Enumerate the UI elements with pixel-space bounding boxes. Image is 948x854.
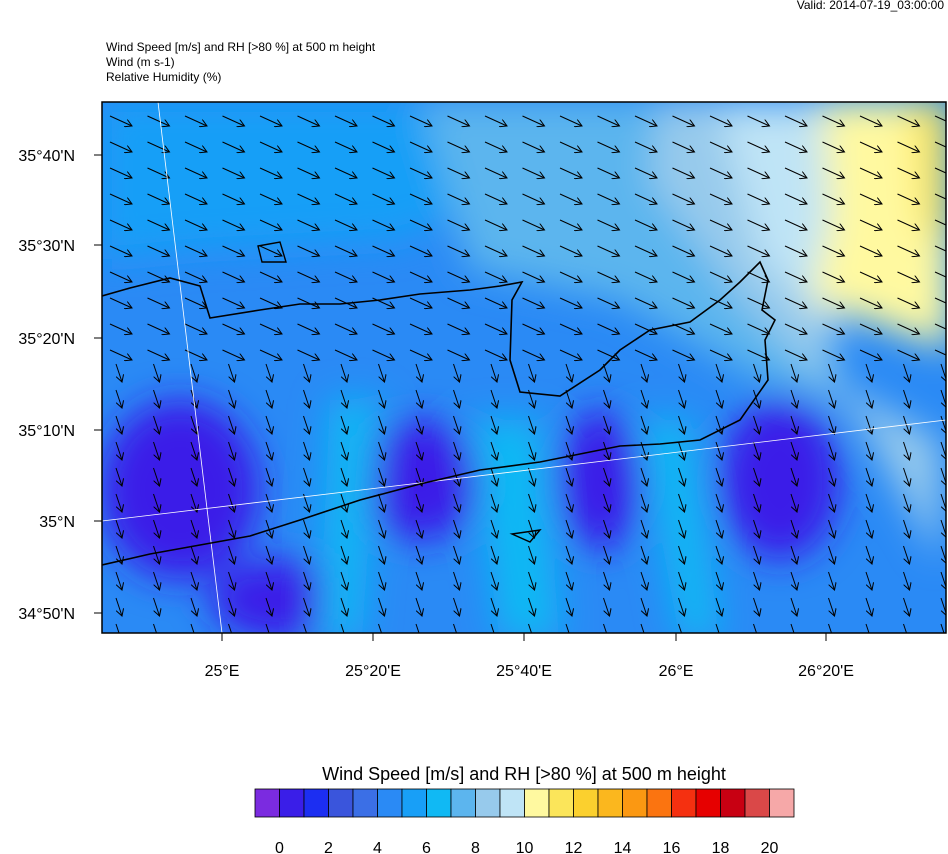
colorbar-swatch	[622, 788, 648, 818]
title-line: Wind Speed [m/s] and RH [>80 %] at 500 m…	[106, 40, 376, 54]
lon-label: 26°E	[659, 663, 694, 680]
colorbar-swatch	[352, 788, 378, 818]
valid-time: Valid: 2014-07-19_03:00:00	[797, 0, 945, 12]
lat-label: 34°50'N	[18, 606, 75, 623]
colorbar-swatch	[377, 788, 403, 818]
colorbar-swatch	[450, 788, 476, 818]
colorbar-tick-label: 4	[373, 840, 382, 854]
colorbar-title: Wind Speed [m/s] and RH [>80 %] at 500 m…	[322, 764, 726, 784]
lon-label: 25°E	[205, 663, 240, 680]
colorbar-swatch	[401, 788, 427, 818]
colorbar-swatch	[744, 788, 770, 818]
colorbar-swatch	[548, 788, 574, 818]
colorbar-tick-label: 18	[712, 840, 730, 854]
lat-label: 35°20'N	[18, 331, 75, 348]
colorbar-swatch	[597, 788, 623, 818]
lon-label: 26°20'E	[798, 663, 854, 680]
lon-label: 25°40'E	[496, 663, 552, 680]
map-field	[102, 102, 946, 633]
colorbar-tick-label: 8	[471, 840, 480, 854]
colorbar-tick-label: 6	[422, 840, 431, 854]
lat-label: 35°10'N	[18, 423, 75, 440]
colorbar-swatch	[499, 788, 525, 818]
colorbar-tick-label: 14	[614, 840, 632, 854]
lon-label: 25°20'E	[345, 663, 401, 680]
colorbar-swatch	[695, 788, 721, 818]
colorbar-tick-label: 16	[663, 840, 681, 854]
colorbar-swatch	[671, 788, 697, 818]
colorbar-swatch	[646, 788, 672, 818]
lat-label: 35°40'N	[18, 148, 75, 165]
lat-label: 35°N	[39, 514, 75, 531]
colorbar-tick-label: 2	[324, 840, 333, 854]
colorbar-swatch	[524, 788, 550, 818]
colorbar-swatch	[279, 788, 305, 818]
colorbar-tick-label: 20	[761, 840, 779, 854]
colorbar-swatch	[328, 788, 354, 818]
title-line: Relative Humidity (%)	[106, 70, 221, 84]
colorbar-swatch	[303, 788, 329, 818]
colorbar-swatch	[720, 788, 746, 818]
colorbar-tick-label: 0	[275, 840, 284, 854]
lat-label: 35°30'N	[18, 238, 75, 255]
colorbar-tick-label: 12	[565, 840, 583, 854]
colorbar-swatch	[254, 788, 280, 818]
colorbar-swatch	[426, 788, 452, 818]
colorbar-swatch	[573, 788, 599, 818]
colorbar-swatch	[769, 788, 795, 818]
title-line: Wind (m s-1)	[106, 55, 175, 69]
colorbar-swatch	[475, 788, 501, 818]
colorbar-tick-label: 10	[516, 840, 534, 854]
